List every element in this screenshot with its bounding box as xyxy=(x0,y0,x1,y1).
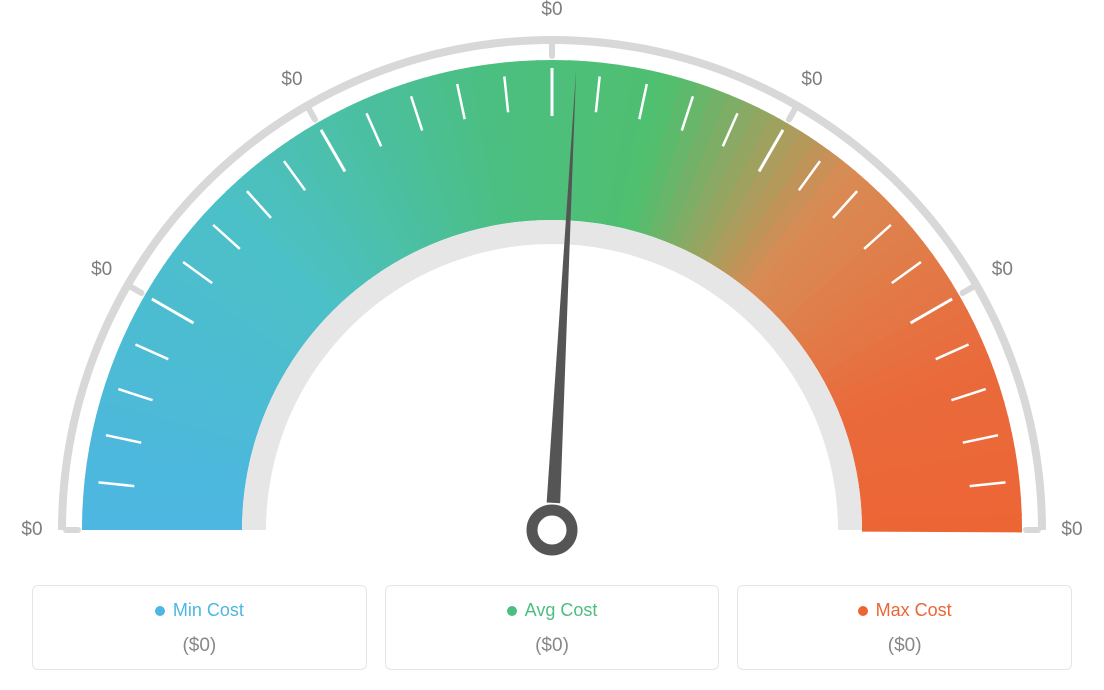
gauge-tick-label: $0 xyxy=(21,519,42,541)
gauge-tick-label: $0 xyxy=(541,0,562,21)
legend-label-min: Min Cost xyxy=(173,600,244,621)
legend-card-min: Min Cost ($0) xyxy=(32,585,367,670)
legend-value-avg: ($0) xyxy=(396,635,709,657)
gauge-tick-label: $0 xyxy=(992,259,1013,281)
gauge-tick-label: $0 xyxy=(1061,519,1082,541)
cost-gauge: $0 $0 $0 $0 $0 $0 $0 xyxy=(0,0,1104,560)
legend-row: Min Cost ($0) Avg Cost ($0) Max Cost ($0… xyxy=(32,585,1072,670)
gauge-tick-label: $0 xyxy=(91,259,112,281)
legend-card-max: Max Cost ($0) xyxy=(737,585,1072,670)
legend-dot-avg xyxy=(507,606,517,616)
legend-label-max: Max Cost xyxy=(876,600,952,621)
legend-value-min: ($0) xyxy=(43,635,356,657)
gauge-tick-label: $0 xyxy=(801,69,822,91)
legend-dot-max xyxy=(858,606,868,616)
legend-value-max: ($0) xyxy=(748,635,1061,657)
gauge-tick-label: $0 xyxy=(281,69,302,91)
legend-label-avg: Avg Cost xyxy=(525,600,598,621)
legend-card-avg: Avg Cost ($0) xyxy=(385,585,720,670)
legend-dot-min xyxy=(155,606,165,616)
